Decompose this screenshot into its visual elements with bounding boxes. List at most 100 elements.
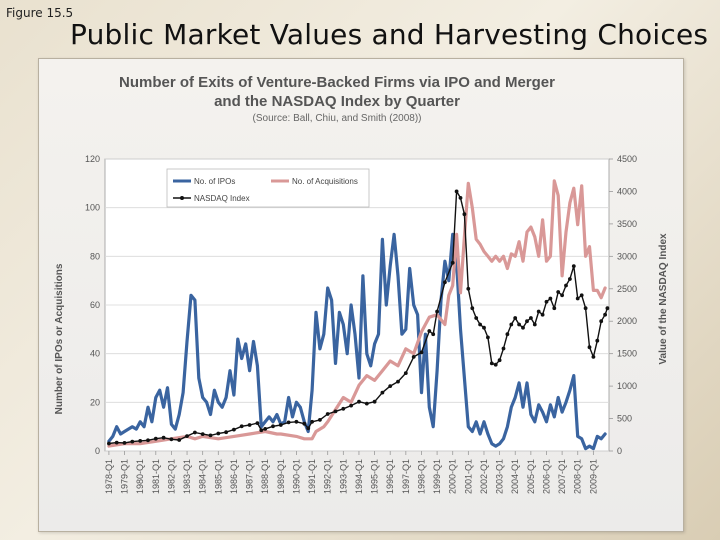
nasdaq-point <box>540 312 545 317</box>
nasdaq-point <box>247 423 252 427</box>
legend-label: NASDAQ Index <box>194 194 250 203</box>
nasdaq-point <box>478 322 482 327</box>
nasdaq-point <box>333 409 338 414</box>
nasdaq-point <box>450 260 455 265</box>
x-tick-label: 1988-Q1 <box>260 459 270 494</box>
x-tick-label: 1996-Q1 <box>385 459 395 494</box>
nasdaq-point <box>525 319 529 324</box>
x-tick-label: 1990-Q1 <box>291 459 301 494</box>
nasdaq-point <box>560 293 564 298</box>
x-tick-label: 1987-Q1 <box>245 459 255 494</box>
nasdaq-point <box>325 412 330 416</box>
nasdaq-point <box>153 436 158 441</box>
chart-svg: Number of Exits of Venture-Backed Firms … <box>54 74 669 494</box>
x-tick-label: 1985-Q1 <box>213 459 223 494</box>
nasdaq-point <box>509 322 514 327</box>
nasdaq-point <box>470 306 475 311</box>
nasdaq-point <box>493 362 498 367</box>
nasdaq-point <box>595 338 600 343</box>
y-left-tick-label: 20 <box>90 397 100 407</box>
nasdaq-point <box>419 350 424 355</box>
y-right-tick-label: 2500 <box>617 284 637 294</box>
axis-layer: 0 20 40 60 80 100 120 0 500 1000 1500 2000 2500 3000 3… <box>85 154 637 494</box>
nasdaq-point <box>271 424 275 429</box>
nasdaq-point <box>138 439 143 443</box>
x-tick-label: 1980-Q1 <box>135 459 145 494</box>
legend: No. of IPOs No. of Acquisitions NASDAQ Ind… <box>166 168 370 208</box>
nasdaq-point <box>587 345 592 350</box>
nasdaq-point <box>489 361 494 366</box>
y-right-tick-label: 1500 <box>617 349 637 359</box>
x-tick-label: 2001-Q1 <box>463 459 473 494</box>
x-tick-label: 2000-Q1 <box>448 459 458 494</box>
nasdaq-point <box>318 418 322 422</box>
x-tick-label: 1991-Q1 <box>307 459 317 494</box>
nasdaq-point <box>380 390 385 395</box>
nasdaq-point <box>532 322 537 327</box>
y-right-tick-label: 1000 <box>617 381 637 391</box>
y-left-tick-label: 120 <box>85 154 100 164</box>
x-tick-label: 1995-Q1 <box>370 459 380 494</box>
x-tick-label: 1998-Q1 <box>416 459 426 494</box>
nasdaq-point <box>575 296 580 301</box>
y-right-tick-label: 0 <box>617 446 622 456</box>
nasdaq-point <box>224 430 229 435</box>
nasdaq-point <box>310 419 314 424</box>
x-tick-label: 2002-Q1 <box>479 459 489 494</box>
nasdaq-point <box>517 322 521 327</box>
legend-marker <box>180 196 184 200</box>
nasdaq-point <box>427 329 432 333</box>
nasdaq-point <box>216 431 221 436</box>
nasdaq-point <box>107 441 111 446</box>
nasdaq-point <box>388 384 393 388</box>
x-tick-label: 1989-Q1 <box>276 459 286 494</box>
nasdaq-point <box>259 428 264 433</box>
x-tick-label: 1982-Q1 <box>166 459 176 494</box>
nasdaq-point <box>177 438 182 442</box>
nasdaq-point <box>454 189 459 194</box>
nasdaq-point <box>505 332 510 337</box>
nasdaq-point <box>486 335 490 340</box>
nasdaq-point <box>122 441 127 445</box>
nasdaq-point <box>403 371 408 375</box>
x-tick-label: 2009-Q1 <box>588 459 598 494</box>
x-tick-label: 2005-Q1 <box>526 459 536 494</box>
nasdaq-point <box>372 399 377 404</box>
nasdaq-point <box>435 309 439 314</box>
legend-box <box>166 168 370 208</box>
nasdaq-point <box>548 296 553 301</box>
x-tick-label: 1983-Q1 <box>182 459 192 494</box>
y-right-tick-label: 3500 <box>617 219 637 229</box>
nasdaq-point <box>466 286 471 291</box>
y-right-tick-label: 4000 <box>617 186 637 196</box>
nasdaq-point <box>286 420 291 425</box>
x-tick-label: 1994-Q1 <box>354 459 364 494</box>
x-tick-label: 1992-Q1 <box>323 459 333 494</box>
nasdaq-point <box>396 379 400 384</box>
x-tick-label: 2004-Q1 <box>510 459 520 494</box>
nasdaq-point <box>529 316 533 320</box>
x-tick-label: 1978-Q1 <box>104 459 114 494</box>
series-line-no-of-ipos <box>107 232 607 451</box>
y-left-tick-label: 100 <box>85 203 100 213</box>
x-tick-label: 2006-Q1 <box>541 459 551 494</box>
x-tick-label: 1997-Q1 <box>401 459 411 494</box>
nasdaq-point <box>341 406 346 411</box>
nasdaq-point <box>169 437 174 442</box>
nasdaq-point <box>200 432 205 436</box>
x-tick-label: 1999-Q1 <box>432 459 442 494</box>
x-tick-label: 1984-Q1 <box>198 459 208 494</box>
nasdaq-point <box>513 316 518 320</box>
nasdaq-point <box>583 306 588 311</box>
nasdaq-point <box>185 434 189 438</box>
nasdaq-point <box>255 421 260 425</box>
nasdaq-point <box>263 427 268 431</box>
y-axis-right-label: Value of the NASDAQ Index <box>658 233 669 365</box>
y-right-tick-label: 2000 <box>617 316 637 326</box>
chart-title-line2: and the NASDAQ Index by Quarter <box>214 93 460 110</box>
y-left-tick-label: 80 <box>90 251 100 261</box>
nasdaq-point <box>349 403 353 408</box>
nasdaq-point <box>501 346 506 351</box>
y-axis-left-label: Number of IPOs or Acquisitions <box>54 263 65 414</box>
y-left-tick-label: 40 <box>90 349 100 359</box>
